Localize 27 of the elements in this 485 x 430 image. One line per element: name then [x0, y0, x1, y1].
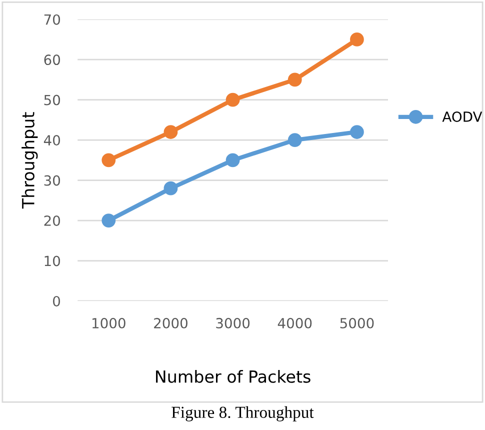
x-axis-title: Number of Packets	[156, 370, 310, 383]
y-axis-title: Throughput	[22, 112, 38, 209]
y-tick-label: 30	[44, 175, 60, 186]
y-tick-label: 20	[44, 215, 60, 226]
point	[226, 153, 240, 168]
y-tick-label: 70	[44, 14, 60, 25]
x-tick-label: 4000	[278, 318, 312, 328]
y-tick-label: 10	[44, 256, 60, 266]
y-tick-label: 0	[53, 296, 60, 306]
point	[164, 181, 178, 196]
point	[226, 92, 240, 107]
point	[350, 32, 364, 46]
point	[288, 133, 302, 147]
y-tick-label: 50	[44, 94, 60, 106]
point	[288, 72, 302, 87]
legend-label: AODV	[442, 111, 482, 122]
x-tick-label: 3000	[216, 318, 250, 328]
x-tick-label: 2000	[154, 318, 188, 328]
y-tick-label: 40	[44, 135, 60, 146]
y-tick-label: 60	[44, 54, 60, 66]
caption: Figure 8. Throughput	[172, 406, 314, 422]
point	[350, 125, 364, 139]
point	[102, 214, 116, 228]
point	[164, 125, 178, 139]
x-tick-label: 5000	[340, 318, 374, 328]
point	[102, 153, 116, 168]
x-tick-label: 1000	[92, 318, 126, 328]
